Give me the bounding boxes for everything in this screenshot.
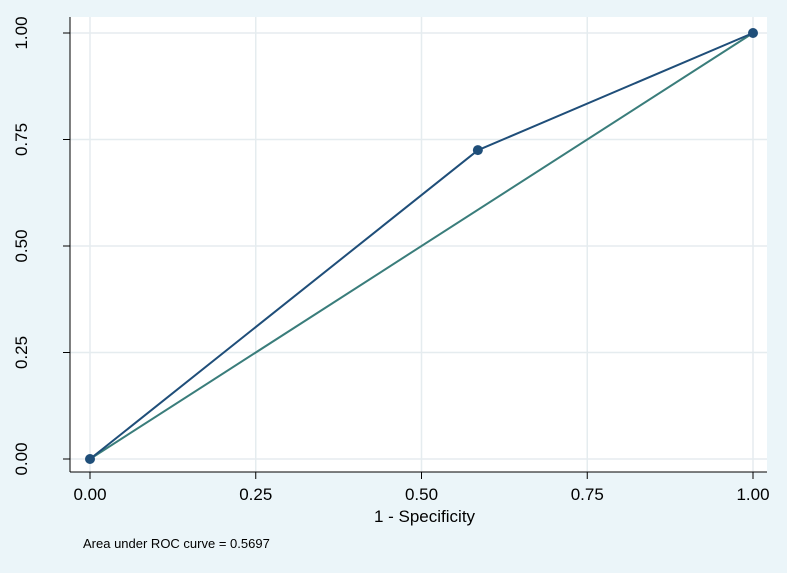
x-tick-label-4: 1.00: [736, 485, 769, 504]
y-tick-label-3: 0.75: [12, 123, 31, 156]
roc-curve-point-1: [472, 145, 483, 156]
x-tick-label-1: 0.25: [239, 485, 272, 504]
series-layer: [85, 28, 758, 464]
x-tick-label-3: 0.75: [571, 485, 604, 504]
y-tick-label-2: 0.50: [12, 229, 31, 262]
x-tick-label-0: 0.00: [73, 485, 106, 504]
reference-line-line: [89, 32, 754, 460]
grid: [70, 17, 767, 472]
roc-curve-point-0: [85, 454, 95, 464]
x-axis-title: 1 - Specificity: [374, 507, 476, 526]
roc-curve-point-2: [748, 28, 758, 38]
y-tick-label-1: 0.25: [12, 336, 31, 369]
x-tick-label-2: 0.50: [405, 485, 438, 504]
y-tick-label-4: 1.00: [12, 16, 31, 49]
labels: 0.00 0.25 0.50 0.75 1.00 0.00 0.25 0.50 0.75 1.00…: [12, 16, 770, 551]
axes: [63, 17, 767, 479]
auc-note: Area under ROC curve = 0.5697: [83, 536, 270, 551]
y-tick-label-0: 0.00: [12, 442, 31, 475]
